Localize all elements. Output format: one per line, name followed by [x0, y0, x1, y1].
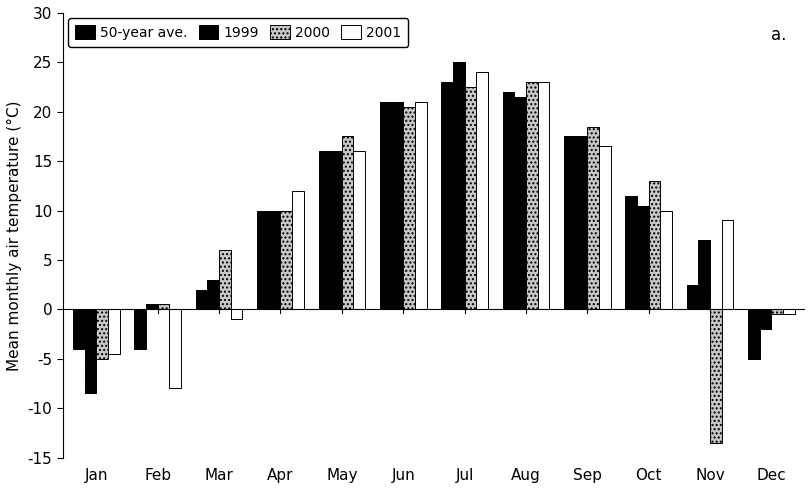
- Bar: [108, 309, 119, 354]
- Text: a.: a.: [770, 26, 786, 44]
- Bar: [318, 151, 330, 309]
- Bar: [648, 181, 659, 309]
- Bar: [146, 304, 157, 309]
- Bar: [709, 309, 721, 443]
- Bar: [624, 196, 636, 309]
- Bar: [659, 211, 671, 309]
- Bar: [697, 240, 709, 309]
- Bar: [475, 72, 487, 309]
- Bar: [84, 309, 97, 393]
- Bar: [341, 137, 353, 309]
- Bar: [599, 147, 610, 309]
- Bar: [586, 126, 599, 309]
- Bar: [380, 102, 391, 309]
- Legend: 50-year ave., 1999, 2000, 2001: 50-year ave., 1999, 2000, 2001: [68, 19, 408, 47]
- Bar: [721, 220, 732, 309]
- Bar: [575, 137, 586, 309]
- Bar: [464, 87, 475, 309]
- Bar: [353, 151, 365, 309]
- Bar: [759, 309, 770, 329]
- Bar: [73, 309, 84, 349]
- Bar: [268, 211, 280, 309]
- Y-axis label: Mean monthly air temperature (°C): Mean monthly air temperature (°C): [7, 100, 22, 370]
- Bar: [747, 309, 759, 359]
- Bar: [564, 137, 575, 309]
- Bar: [502, 92, 513, 309]
- Bar: [257, 211, 268, 309]
- Bar: [230, 309, 242, 319]
- Bar: [169, 309, 181, 389]
- Bar: [135, 309, 146, 349]
- Bar: [292, 191, 303, 309]
- Bar: [330, 151, 341, 309]
- Bar: [208, 280, 219, 309]
- Bar: [537, 82, 548, 309]
- Bar: [636, 206, 648, 309]
- Bar: [219, 250, 230, 309]
- Bar: [526, 82, 537, 309]
- Bar: [440, 82, 453, 309]
- Bar: [453, 62, 464, 309]
- Bar: [414, 102, 426, 309]
- Bar: [403, 107, 414, 309]
- Bar: [782, 309, 794, 315]
- Bar: [280, 211, 292, 309]
- Bar: [195, 290, 208, 309]
- Bar: [391, 102, 403, 309]
- Bar: [513, 97, 526, 309]
- Bar: [157, 304, 169, 309]
- Bar: [97, 309, 108, 359]
- Bar: [770, 309, 782, 315]
- Bar: [686, 285, 697, 309]
